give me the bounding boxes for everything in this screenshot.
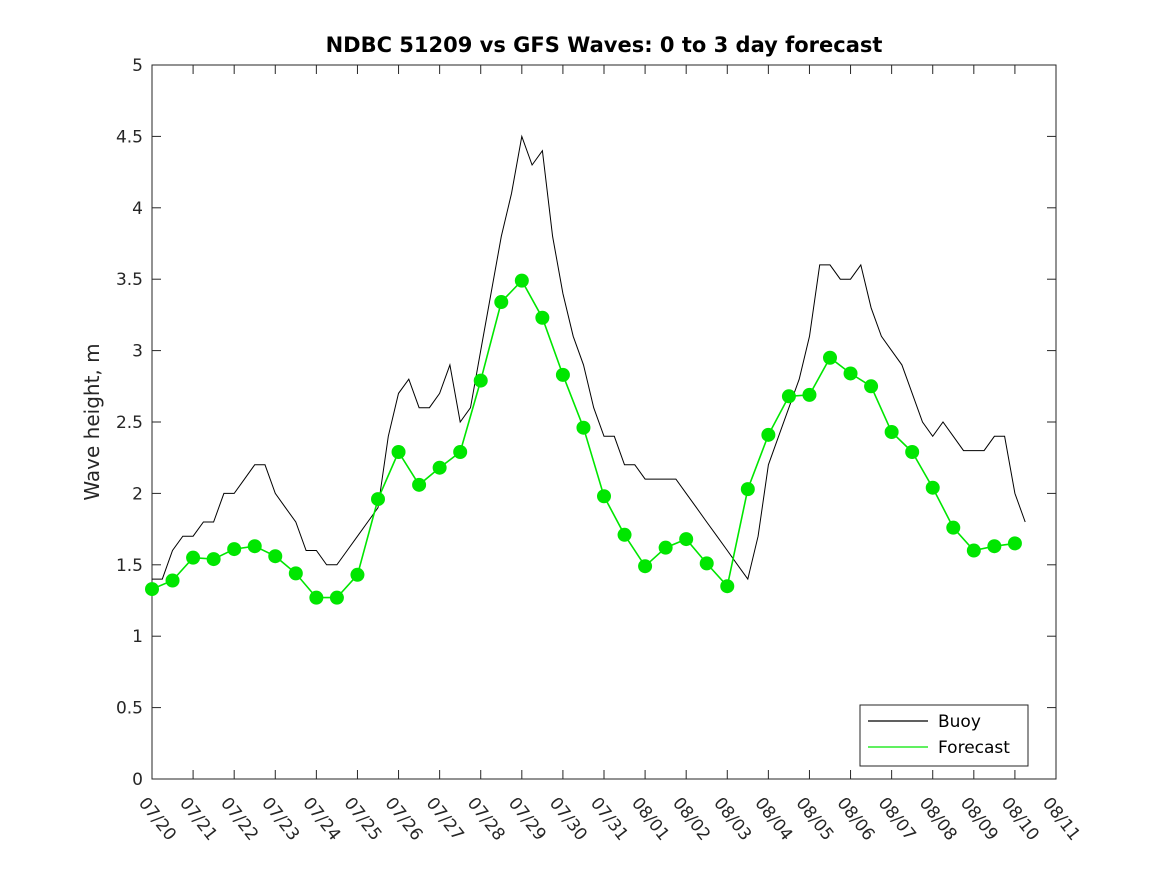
forecast-point [473,373,488,388]
x-tick-label: 08/04 [750,794,796,845]
forecast-point [268,549,283,564]
forecast-point [699,556,714,571]
forecast-point [720,579,735,594]
forecast-point [247,539,262,554]
forecast-point [925,480,940,495]
forecast-point [617,527,632,542]
y-tick-label: 1.5 [116,556,143,576]
y-tick-label: 0.5 [116,699,143,719]
forecast-point [432,460,447,475]
x-tick-label: 07/22 [216,794,262,845]
forecast-point [350,567,365,582]
legend-label-buoy: Buoy [938,712,981,732]
series-layer [145,134,1026,605]
y-axis-label: Wave height, m [80,343,104,500]
forecast-point [987,539,1002,554]
legend-box [859,704,1029,767]
forecast-point [864,379,879,394]
x-tick-label: 07/29 [504,794,550,845]
x-tick-label: 07/28 [463,794,509,845]
x-tick-label: 08/11 [1038,794,1084,845]
forecast-point [823,350,837,365]
forecast-point [597,489,611,504]
forecast-point [905,444,920,459]
forecast-point [391,444,406,459]
x-tick-label: 07/31 [586,794,632,845]
y-tick-label: 4.5 [116,127,143,147]
forecast-point [946,520,961,535]
y-tick-label: 2.5 [116,413,143,433]
chart-title: NDBC 51209 vs GFS Waves: 0 to 3 day fore… [326,33,883,57]
forecast-point [761,427,776,442]
x-tick-label: 08/06 [833,794,879,845]
forecast-point [555,367,570,382]
forecast-point [576,420,591,435]
forecast-point [165,573,180,588]
y-tick-label: 3 [132,342,143,362]
forecast-point [186,550,201,565]
forecast-point [412,477,427,492]
forecast-point [966,543,981,558]
x-tick-label: 08/07 [874,794,920,845]
legend: Buoy Forecast [859,704,1029,767]
x-tick-label: 07/21 [175,794,221,845]
x-tick-label: 07/25 [340,794,386,845]
forecast-point [781,389,796,404]
forecast-point [679,532,694,547]
forecast-point [514,273,529,288]
x-tick-label: 07/24 [298,794,344,845]
x-tick-label: 08/09 [956,794,1002,845]
forecast-point [329,590,344,605]
forecast-point [309,590,324,605]
series-line-0 [152,134,1026,581]
forecast-point [227,542,242,557]
forecast-point [494,295,509,310]
x-tick-label: 08/08 [915,794,961,845]
forecast-point [206,552,221,567]
y-tick-label: 3.5 [116,270,143,290]
forecast-point [535,310,550,325]
forecast-point [843,366,858,381]
x-tick-label: 08/02 [668,794,714,845]
forecast-point [453,444,468,459]
plot-area [151,64,1057,780]
x-tick-label: 07/23 [257,794,303,845]
forecast-point [371,492,385,507]
forecast-point [1007,536,1022,551]
y-tick-label: 4 [132,199,143,219]
x-tick-label: 07/26 [381,794,427,845]
x-tick-label: 08/01 [627,794,673,845]
forecast-point [638,559,653,574]
forecast-point [145,582,159,597]
y-tick-label: 1 [132,627,143,647]
x-tick-label: 08/10 [997,794,1043,845]
forecast-point [740,482,755,497]
forecast-point [658,540,673,555]
x-tick-label: 08/05 [792,794,838,845]
legend-label-forecast: Forecast [938,738,1010,758]
y-tick-label: 0 [132,770,143,790]
y-tick-label: 2 [132,484,143,504]
forecast-point [288,566,303,581]
forecast-point [802,387,817,402]
x-tick-label: 07/30 [545,794,591,845]
forecast-point [884,424,899,439]
x-tick-label: 07/20 [134,794,180,845]
x-tick-label: 08/03 [709,794,755,845]
y-tick-label: 5 [132,56,143,76]
x-tick-label: 07/27 [422,794,468,845]
